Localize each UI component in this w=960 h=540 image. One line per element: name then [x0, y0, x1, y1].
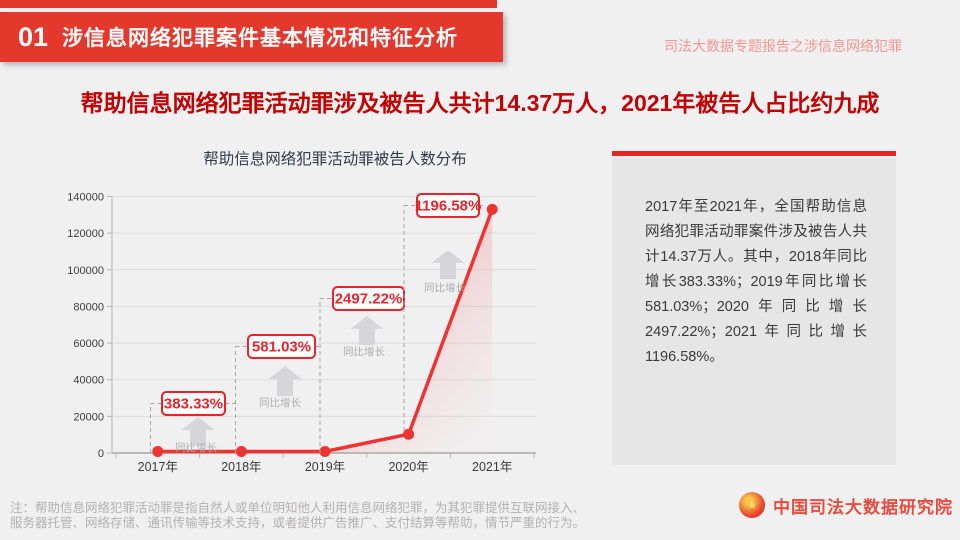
data-point	[235, 446, 247, 457]
summary-text: 2017年至2021年，全国帮助信息网络犯罪活动罪案件涉及被告人共计14.37万…	[645, 199, 867, 365]
growth-label: 1196.58%	[415, 198, 482, 215]
growth-label-box	[161, 391, 226, 416]
chart-title: 帮助信息网络犯罪活动罪被告人数分布	[203, 151, 467, 168]
footnote-line2: 服务器托管、网络存储、通讯传输等技术支持，或者提供广告推广、支付结算等帮助，情节…	[10, 516, 586, 530]
growth-label: 2497.22%	[335, 291, 403, 308]
chart-area-fill	[325, 209, 493, 453]
up-arrow-icon	[181, 417, 215, 445]
up-arrow-icon	[431, 250, 465, 279]
chart-y-axis: 0 20000 40000 60000 80000 100000 120000 140000	[67, 192, 113, 460]
section-number: 01	[18, 21, 49, 52]
up-arrow-icon	[268, 366, 302, 396]
report-series-tag: 司法大数据专题报告之涉信息网络犯罪	[664, 38, 902, 54]
summary-panel-accent-bar	[612, 151, 896, 156]
data-point	[152, 446, 164, 457]
org-name: 中国司法大数据研究院	[773, 497, 953, 517]
growth-caption: 同比增长	[175, 441, 217, 454]
up-arrow-icon	[350, 316, 384, 345]
footnote: 注：帮助信息网络犯罪活动罪是指自然人或单位明知他人利用信息网络犯罪，为其犯罪提供…	[10, 501, 585, 531]
growth-label-box	[416, 193, 480, 218]
data-point	[319, 446, 331, 457]
y-tick-label: 120000	[67, 228, 104, 240]
data-point	[403, 428, 415, 440]
growth-label-box	[247, 334, 316, 359]
y-tick-label: 40000	[73, 375, 104, 387]
org-logo: ★ 中国司法大数据研究院	[739, 492, 953, 518]
y-tick-label: 60000	[73, 338, 104, 350]
header-accent-strip	[0, 0, 497, 8]
x-tick-label: 2019年	[305, 460, 345, 474]
chart-x-axis: 2017年 2018年 2019年 2020年 2021年	[115, 453, 535, 474]
section-banner: 01 涉信息网络犯罪案件基本情况和特征分析	[0, 12, 503, 62]
y-tick-label: 0	[98, 448, 104, 460]
y-tick-label: 20000	[73, 411, 104, 423]
growth-label-box	[332, 286, 405, 311]
growth-caption: 同比增长	[343, 345, 385, 358]
growth-label: 581.03%	[252, 339, 311, 356]
chart-annotations: 383.33% 同比增长 581.03% 同比增长 2497.22% 同比增长 1196.5…	[150, 193, 486, 454]
x-tick-label: 2020年	[388, 460, 428, 474]
data-point	[486, 203, 498, 215]
x-tick-label: 2017年	[138, 460, 178, 474]
y-tick-label: 100000	[67, 265, 104, 277]
national-emblem-icon: ★	[739, 492, 765, 518]
section-title: 涉信息网络犯罪案件基本情况和特征分析	[62, 27, 459, 50]
page-headline: 帮助信息网络犯罪活动罪涉及被告人共计14.37万人，2021年被告人占比约九成	[80, 90, 880, 116]
growth-caption: 同比增长	[424, 281, 466, 294]
footnote-line1: 注：帮助信息网络犯罪活动罪是指自然人或单位明知他人利用信息网络犯罪，为其犯罪提供…	[10, 501, 586, 515]
y-tick-label: 140000	[67, 192, 104, 204]
summary-panel: 2017年至2021年，全国帮助信息网络犯罪活动罪案件涉及被告人共计14.37万…	[612, 158, 896, 465]
line-chart: 0 20000 40000 60000 80000 100000 120000 140000 2…	[67, 192, 536, 474]
chart-points	[152, 203, 498, 457]
y-tick-label: 80000	[73, 301, 104, 313]
growth-caption: 同比增长	[259, 396, 301, 409]
growth-label: 383.33%	[164, 396, 223, 413]
x-tick-label: 2018年	[221, 460, 261, 474]
x-tick-label: 2021年	[472, 460, 512, 474]
